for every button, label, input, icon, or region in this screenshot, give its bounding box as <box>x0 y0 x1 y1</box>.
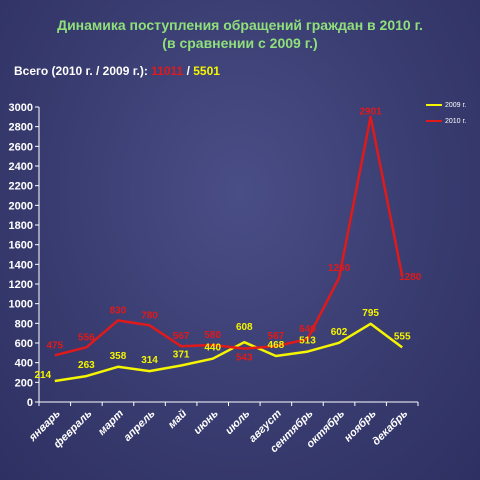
legend: 2009 г. 2010 г. <box>426 97 476 129</box>
y-tick-label: 600 <box>15 338 33 350</box>
legend-label-2009: 2009 г. <box>445 101 467 109</box>
data-label-2010: 780 <box>141 310 158 321</box>
y-tick-label: 2000 <box>9 200 33 212</box>
y-tick-label: 2800 <box>9 122 33 134</box>
x-tick-label: апрель <box>121 408 157 444</box>
data-label-2009: 608 <box>236 322 253 333</box>
chart-title: Динамика поступления обращений граждан в… <box>0 16 480 52</box>
y-tick-label: 1200 <box>9 279 33 291</box>
series-line-2009 <box>54 322 403 383</box>
y-tick-label: 2400 <box>9 161 33 173</box>
y-tick-label: 1400 <box>9 259 33 271</box>
chart-title-line1: Динамика поступления обращений граждан в… <box>57 17 423 33</box>
data-label-2009: 468 <box>268 340 285 351</box>
data-label-2010: 580 <box>204 330 221 341</box>
totals-separator: / <box>186 64 190 78</box>
data-label-2010: 567 <box>173 331 190 342</box>
y-tick-label: 3000 <box>9 102 33 114</box>
x-tick-label: июль <box>223 408 252 437</box>
totals-2010: 11011 <box>151 64 184 78</box>
data-label-2009: 602 <box>331 327 348 338</box>
chart-title-line2: (в сравнении с 2009 г.) <box>162 35 318 51</box>
legend-swatch-2010 <box>426 120 442 122</box>
legend-swatch-2009 <box>426 104 442 106</box>
y-tick-label: 2200 <box>9 181 33 193</box>
data-label-2009: 214 <box>34 370 51 381</box>
data-label-2009: 555 <box>394 331 411 342</box>
totals-prefix: Всего (2010 г. / 2009 г.): <box>14 64 148 78</box>
x-tick-label: март <box>96 407 126 437</box>
data-label-2010: 2901 <box>360 107 383 118</box>
data-label-2009: 513 <box>299 336 316 347</box>
y-tick-label: 800 <box>15 318 33 330</box>
data-label-2009: 263 <box>78 360 95 371</box>
totals-2009: 5501 <box>193 64 220 78</box>
data-label-2009: 371 <box>173 350 190 361</box>
y-tick-label: 200 <box>15 377 33 389</box>
data-label-2009: 358 <box>110 351 127 362</box>
legend-item-2009: 2009 г. <box>426 97 476 113</box>
data-label-2010: 556 <box>78 332 95 343</box>
data-label-2010: 475 <box>46 340 63 351</box>
totals-line: Всего (2010 г. / 2009 г.): 11011 / 5501 <box>14 64 220 78</box>
y-tick-label: 2600 <box>9 141 33 153</box>
data-label-2009: 795 <box>362 308 379 319</box>
y-tick-label: 1000 <box>9 299 33 311</box>
x-tick-label: июнь <box>192 408 221 437</box>
data-label-2010: 830 <box>110 305 127 316</box>
data-label-2009: 440 <box>204 343 221 354</box>
y-tick-label: 1600 <box>9 240 33 252</box>
data-label-2010: 543 <box>236 353 253 364</box>
data-label-2010: 640 <box>299 324 316 335</box>
data-label-2010: 567 <box>268 331 285 342</box>
series-line-2010 <box>54 115 404 357</box>
y-tick-label: 1800 <box>9 220 33 232</box>
legend-item-2010: 2010 г. <box>426 113 476 129</box>
x-tick-label: май <box>166 407 190 431</box>
data-label-2010: 1260 <box>328 263 351 274</box>
y-tick-label: 0 <box>27 397 33 409</box>
data-label-2010: 1280 <box>399 272 422 283</box>
legend-label-2010: 2010 г. <box>445 117 467 125</box>
y-tick-label: 400 <box>15 358 33 370</box>
data-label-2009: 314 <box>141 355 158 366</box>
